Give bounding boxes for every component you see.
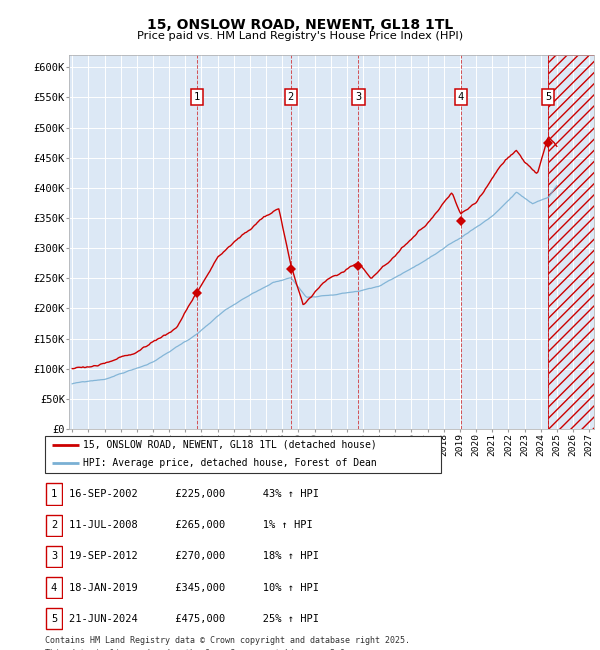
Text: 5: 5: [51, 614, 57, 624]
Text: 2: 2: [287, 92, 294, 102]
FancyBboxPatch shape: [45, 436, 441, 473]
Text: 16-SEP-2002      £225,000      43% ↑ HPI: 16-SEP-2002 £225,000 43% ↑ HPI: [69, 489, 319, 499]
Bar: [548, 55, 594, 429]
Text: 4: 4: [458, 92, 464, 102]
Text: 15, ONSLOW ROAD, NEWENT, GL18 1TL: 15, ONSLOW ROAD, NEWENT, GL18 1TL: [147, 18, 453, 32]
Text: Price paid vs. HM Land Registry's House Price Index (HPI): Price paid vs. HM Land Registry's House …: [137, 31, 463, 41]
Text: 4: 4: [51, 582, 57, 593]
FancyBboxPatch shape: [46, 484, 62, 504]
Text: 1: 1: [194, 92, 200, 102]
Text: 21-JUN-2024      £475,000      25% ↑ HPI: 21-JUN-2024 £475,000 25% ↑ HPI: [69, 614, 319, 624]
Text: 15, ONSLOW ROAD, NEWENT, GL18 1TL (detached house): 15, ONSLOW ROAD, NEWENT, GL18 1TL (detac…: [83, 439, 376, 450]
Text: 5: 5: [545, 92, 551, 102]
Text: 18-JAN-2019      £345,000      10% ↑ HPI: 18-JAN-2019 £345,000 10% ↑ HPI: [69, 582, 319, 593]
Bar: [548, 55, 594, 429]
FancyBboxPatch shape: [46, 608, 62, 629]
Text: 3: 3: [51, 551, 57, 562]
Text: This data is licensed under the Open Government Licence v3.0.: This data is licensed under the Open Gov…: [45, 649, 350, 650]
Text: HPI: Average price, detached house, Forest of Dean: HPI: Average price, detached house, Fore…: [83, 458, 376, 469]
Text: 19-SEP-2012      £270,000      18% ↑ HPI: 19-SEP-2012 £270,000 18% ↑ HPI: [69, 551, 319, 562]
FancyBboxPatch shape: [46, 515, 62, 536]
FancyBboxPatch shape: [46, 546, 62, 567]
Text: 3: 3: [355, 92, 362, 102]
Text: 1: 1: [51, 489, 57, 499]
Text: 11-JUL-2008      £265,000      1% ↑ HPI: 11-JUL-2008 £265,000 1% ↑ HPI: [69, 520, 313, 530]
Text: 2: 2: [51, 520, 57, 530]
Text: Contains HM Land Registry data © Crown copyright and database right 2025.: Contains HM Land Registry data © Crown c…: [45, 636, 410, 645]
FancyBboxPatch shape: [46, 577, 62, 598]
